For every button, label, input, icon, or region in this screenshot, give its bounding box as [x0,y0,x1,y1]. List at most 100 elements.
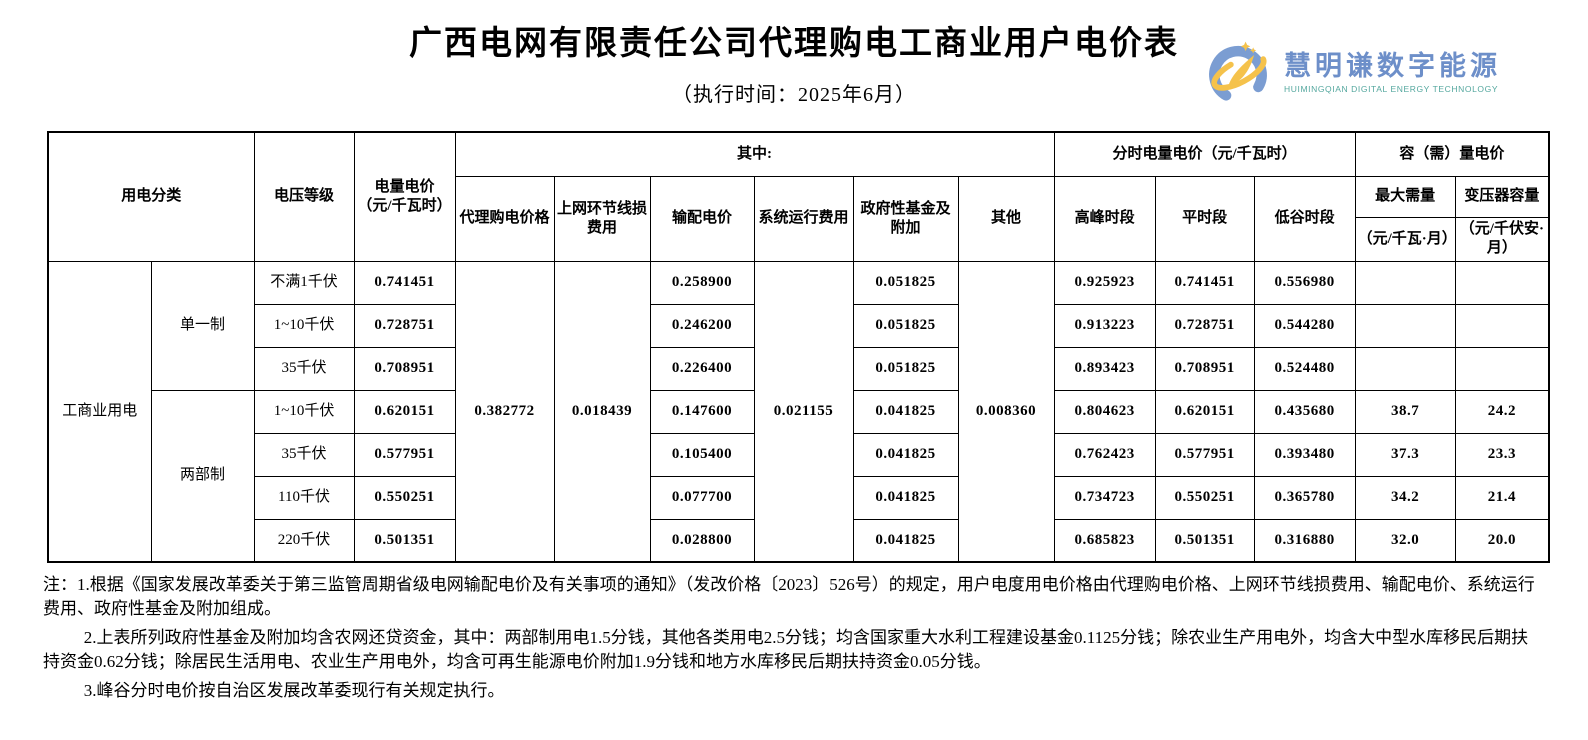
cell-transformer: 21.4 [1454,475,1550,520]
footnote-2: 2.上表所列政府性基金及附加均含农网还贷资金，其中：两部制用电1.5分钱，其他各… [43,628,1529,671]
cell-peak: 0.804623 [1053,389,1156,434]
cell-voltage: 不满1千伏 [253,260,355,305]
cell-energy-price: 0.550251 [353,475,456,520]
logo-text-block: 慧明谦数字能源 HUIMINGQIAN DIGITAL ENERGY TECHN… [1284,51,1501,94]
cell-transmission: 0.105400 [649,432,755,477]
footnote-prefix: 注： [43,575,77,594]
cell-system-two-part: 两部制 [150,389,255,563]
cell-voltage: 1~10千伏 [253,303,355,348]
crescent-energy-icon [1209,41,1267,104]
table-row: 35千伏 0.708951 0.226400 0.051825 0.893423… [48,346,1550,391]
col-header-usage-category: 用电分类 [47,131,255,262]
cell-flat: 0.501351 [1154,518,1255,563]
cell-system-single: 单一制 [150,260,255,391]
cell-valley: 0.316880 [1253,518,1356,563]
table-row: 220千伏 0.501351 0.028800 0.041825 0.68582… [48,518,1550,563]
cell-transmission: 0.246200 [649,303,755,348]
col-header-other: 其他 [957,175,1055,262]
cell-transmission: 0.147600 [649,389,755,434]
col-header-transformer-capacity: 变压器容量 [1454,175,1550,218]
col-header-voltage-level: 电压等级 [253,131,355,262]
cell-system-operation: 0.021155 [753,260,854,563]
group-header-among-which: 其中: [454,131,1055,177]
cell-gov-fund: 0.041825 [852,475,959,520]
footnotes: 注：1.根据《国家发展改革委关于第三监管周期省级电网输配电价及有关事项的通知》（… [43,573,1541,703]
cell-transmission: 0.258900 [649,260,755,305]
group-header-tou-price: 分时电量电价（元/千瓦时） [1053,131,1356,177]
col-header-gov-fund: 政府性基金及附加 [852,175,959,262]
cell-peak: 0.893423 [1053,346,1156,391]
cell-peak: 0.925923 [1053,260,1156,305]
energy-price-unit: （元/千瓦时） [357,197,452,214]
cell-gov-fund: 0.051825 [852,260,959,305]
cell-max-demand [1354,260,1456,305]
cell-voltage: 220千伏 [253,518,355,563]
cell-flat: 0.620151 [1154,389,1255,434]
cell-transformer: 24.2 [1454,389,1550,434]
cell-valley: 0.393480 [1253,432,1356,477]
cell-transformer [1454,303,1550,348]
company-logo: 慧明谦数字能源 HUIMINGQIAN DIGITAL ENERGY TECHN… [1202,36,1501,108]
col-header-transmission: 输配电价 [649,175,755,262]
cell-peak: 0.913223 [1053,303,1156,348]
cell-category: 工商业用电 [47,260,152,563]
cell-peak: 0.734723 [1053,475,1156,520]
table-row: 两部制 1~10千伏 0.620151 0.147600 0.041825 0.… [48,389,1550,563]
cell-valley: 0.435680 [1253,389,1356,434]
cell-transformer: 23.3 [1454,432,1550,477]
cell-voltage: 110千伏 [253,475,355,520]
page-title: 广西电网有限责任公司代理购电工商业用户电价表 [409,26,1179,62]
cell-transformer [1454,260,1550,305]
footnote-1-text: 1.根据《国家发展改革委关于第三监管周期省级电网输配电价及有关事项的通知》（发改… [43,575,1535,618]
col-header-flat: 平时段 [1154,175,1255,262]
cell-flat: 0.577951 [1154,432,1255,477]
logo-tagline: HUIMINGQIAN DIGITAL ENERGY TECHNOLOGY [1284,83,1499,94]
cell-voltage: 35千伏 [253,432,355,477]
cell-voltage: 1~10千伏 [253,389,355,434]
cell-gov-fund: 0.041825 [852,432,959,477]
footnote-1: 注：1.根据《国家发展改革委关于第三监管周期省级电网输配电价及有关事项的通知》（… [43,573,1541,621]
cell-peak: 0.685823 [1053,518,1156,563]
cell-max-demand [1354,303,1456,348]
cell-energy-price: 0.620151 [353,389,456,434]
cell-peak: 0.762423 [1053,432,1156,477]
cell-other: 0.008360 [957,260,1055,563]
cell-max-demand: 38.7 [1354,389,1456,434]
cell-voltage: 35千伏 [253,346,355,391]
cell-max-demand: 37.3 [1354,432,1456,477]
group-header-capacity-price: 容（需）量电价 [1354,131,1550,177]
col-header-line-loss: 上网环节线损费用 [553,175,651,262]
price-table: 用电分类 电压等级 电量电价 （元/千瓦时） 其中: 分时电量电价（元/千瓦时）… [47,131,1551,563]
cell-transformer: 20.0 [1454,518,1550,563]
cell-transmission: 0.077700 [649,475,755,520]
col-header-valley: 低谷时段 [1253,175,1356,262]
col-header-energy-price: 电量电价 （元/千瓦时） [353,131,456,262]
cell-gov-fund: 0.041825 [852,518,959,563]
cell-energy-price: 0.728751 [353,303,456,348]
cell-max-demand [1354,346,1456,391]
logo-company-name: 慧明谦数字能源 [1284,50,1501,81]
cell-flat: 0.728751 [1154,303,1255,348]
table-row: 35千伏 0.577951 0.105400 0.041825 0.762423… [48,432,1550,477]
cell-transmission: 0.028800 [649,518,755,563]
energy-price-label: 电量电价 [374,178,435,195]
cell-valley: 0.365780 [1253,475,1356,520]
cell-gov-fund: 0.051825 [852,346,959,391]
cell-transformer [1454,346,1550,391]
cell-max-demand: 32.0 [1354,518,1456,563]
cell-flat: 0.741451 [1154,260,1255,305]
cell-energy-price: 0.501351 [353,518,456,563]
col-header-peak: 高峰时段 [1053,175,1156,262]
cell-gov-fund: 0.051825 [852,303,959,348]
cell-energy-price: 0.708951 [353,346,456,391]
cell-gov-fund: 0.041825 [852,389,959,434]
col-header-agency-price: 代理购电价格 [454,175,555,262]
col-header-system-operation: 系统运行费用 [753,175,854,262]
cell-max-demand: 34.2 [1354,475,1456,520]
cell-line-loss: 0.018439 [553,260,651,563]
table-row: 工商业用电 单一制 不满1千伏 0.741451 0.382772 0.0184… [47,260,1550,563]
cell-transmission: 0.226400 [649,346,755,391]
cell-agency-price: 0.382772 [454,260,555,563]
cell-flat: 0.550251 [1154,475,1255,520]
cell-energy-price: 0.741451 [353,260,456,305]
